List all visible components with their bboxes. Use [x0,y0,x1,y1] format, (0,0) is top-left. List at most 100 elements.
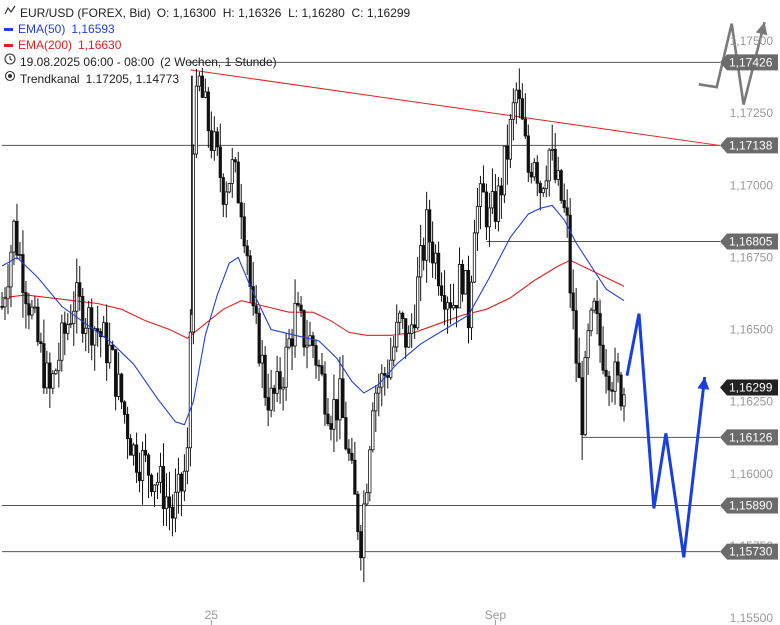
candle-body [12,220,16,253]
candle-body [224,191,228,205]
legend-period-row: 19.08.2025 06:00 - 08:00 (2 Wochen, 1 St… [4,53,410,70]
candle-body [425,209,429,261]
price-candles [0,67,626,583]
candle-body [108,344,112,364]
candle-body [24,292,28,305]
candle-body [607,375,611,391]
candle-body [478,183,483,207]
y-axis: 1,17500 1,17250 1,17000 1,16750 1,16500 1,162… [730,34,774,625]
candle-body [562,200,566,209]
candle-body [272,387,276,394]
candle-body [18,254,22,256]
candle-body [63,322,67,334]
target-icon [4,70,16,87]
legend-symbol: EUR/USD (FOREX, Bid) [20,5,151,20]
candle-body [102,322,106,338]
candle-body [445,302,450,310]
candle-body [275,371,279,394]
level-tag: 1,16805 [729,235,773,249]
candle-body [311,335,315,347]
legend-ohlc: O: 1,16300 H: 1,16326 L: 1,16280 C: 1,16… [156,5,411,20]
candle-body [365,492,369,505]
candle-body [161,466,166,509]
y-tick-label: 1,16500 [730,323,774,337]
candle-body [404,318,408,348]
candle-body [448,302,453,309]
candle-body [209,130,213,151]
candle-body [248,255,252,287]
candle-body [496,185,501,222]
level-tag-bg [720,137,778,154]
candle-body [170,507,175,519]
candle-body [90,307,94,346]
candle-body [469,281,474,329]
candle-body [490,191,495,209]
candle-body [341,378,345,419]
x-axis: 25 Sep [205,608,506,625]
candle-body [511,102,515,120]
candle-body [460,263,465,295]
candle-body [263,354,267,398]
candle-body [123,401,127,415]
candle-body [598,313,602,346]
candle-body [254,305,258,314]
candle-body [499,185,503,196]
candle-body [550,148,554,151]
candle-body [514,89,518,104]
candle-body [140,450,145,481]
candle-body [69,323,73,326]
candle-body [114,349,118,397]
y-tick-label: 1,16250 [730,395,774,409]
candle-body [613,361,617,392]
candle-body [302,310,306,348]
candle-body [371,410,375,451]
candle-body [96,328,100,332]
candle-body [84,327,88,334]
legend-period: 19.08.2025 06:00 - 08:00 [20,54,155,69]
candle-body [281,386,285,390]
legend-trend-row: Trendkanal 1.17205, 1.14773 [4,70,410,87]
candle-body [185,447,190,472]
candle-body [60,322,64,361]
candle-body [610,389,614,392]
candle-body [589,309,593,332]
candle-body [604,369,608,377]
ema50-swatch [4,27,13,31]
y-tick-label: 1,16750 [730,250,774,264]
ema200-swatch [4,43,13,47]
candle-body [622,394,626,407]
candle-body [568,214,572,294]
candle-body [251,286,255,307]
candle-body [39,341,43,344]
candle-body [428,209,432,243]
candle-body [0,306,4,308]
candle-body [179,473,184,492]
legend-ema200-row: EMA(200) 1,16630 [4,37,410,53]
candle-body [206,91,210,132]
candle-body [27,303,31,316]
candle-body [105,322,109,364]
candle-body [517,89,521,100]
candle-body [93,328,97,346]
candle-body [392,346,396,361]
y-tick-label: 1,16000 [730,467,774,481]
y-tick-label: 1,15500 [730,611,774,625]
current-price-tag: 1,16299 [729,380,773,394]
candle-body [111,344,115,350]
candle-body [278,371,282,390]
candle-body [173,491,178,519]
candle-body [463,270,468,295]
candle-body [75,282,79,312]
candle-body [155,481,160,486]
candle-body [532,162,536,178]
candle-body [574,310,578,364]
legend-ema200-name: EMA(200) [18,38,73,52]
candle-body [287,338,291,348]
candle-body [81,296,85,334]
candle-body [436,252,441,287]
candle-body [242,216,246,247]
candle-body [269,387,273,411]
candle-body [33,306,37,309]
candle-body [117,373,121,397]
